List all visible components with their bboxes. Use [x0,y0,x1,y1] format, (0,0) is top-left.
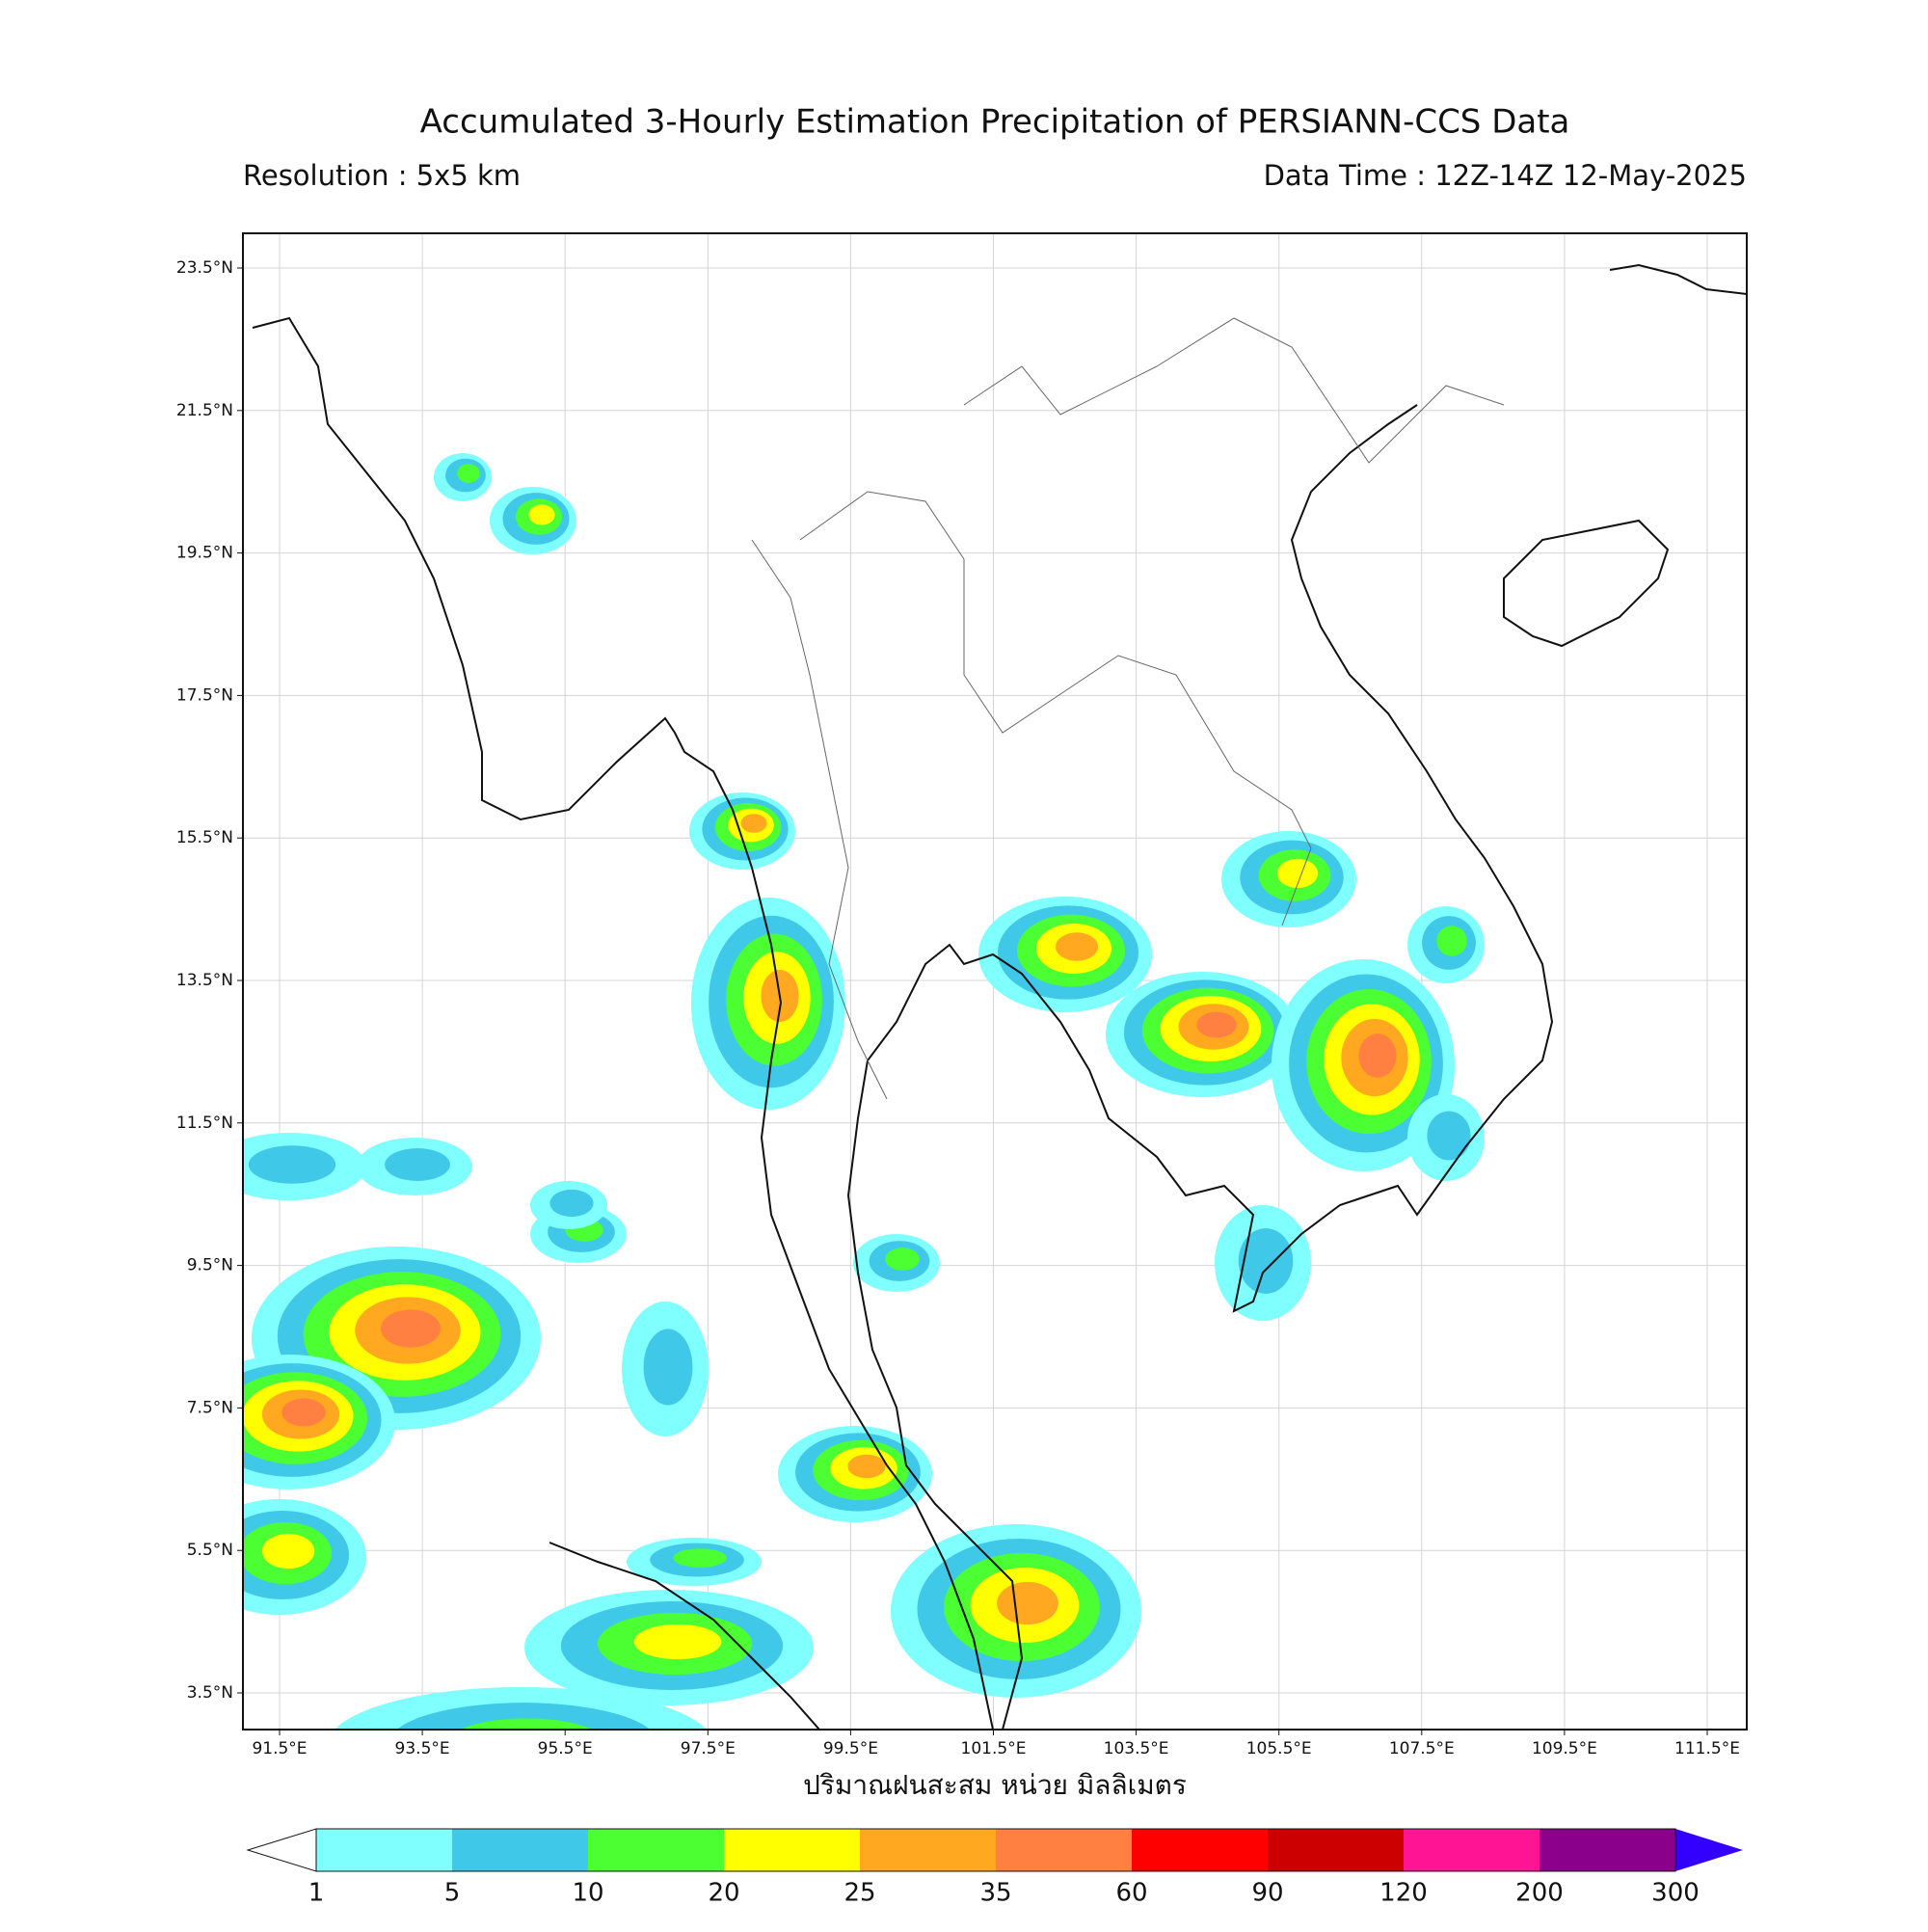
lon-tick-label: 99.5°E [823,1739,878,1758]
x-axis-label: ปริมาณฝนสะสม หน่วย มิลลิเมตร [803,1769,1187,1801]
data-time: Data Time : 12Z-14Z 12-May-2025 [1264,159,1747,192]
border [751,539,888,1100]
colorbar-label: 25 [844,1879,875,1908]
colorbar-frame [315,1828,1676,1872]
rain-cell [457,464,480,483]
colorbar-label: 35 [979,1879,1011,1908]
coastline [846,404,1554,1730]
lat-tick-label: 11.5°N [176,1114,233,1133]
rain-cell [549,1189,594,1218]
lon-tick-label: 91.5°E [252,1739,307,1758]
colorbar-box [316,1829,452,1871]
lat-tick-label: 15.5°N [176,828,233,847]
colorbar-label: 20 [708,1879,739,1908]
map-frame [242,232,1748,1731]
rain-cell [633,1623,722,1660]
rain-cell [1427,1111,1471,1161]
rain-cell [461,1718,592,1730]
colorbar-box [588,1829,724,1871]
colorbar [246,1828,1743,1872]
rain-cell [396,1703,651,1730]
rain-cell [385,1148,450,1181]
coastline [1609,263,1747,295]
coastline [1503,519,1670,648]
rain-cell [281,1398,326,1427]
lat-tick-label: 5.5°N [187,1541,233,1560]
lon-tick-label: 97.5°E [681,1739,736,1758]
rain-cell [885,1248,920,1271]
rain-cell [528,504,555,525]
rain-cell [847,1454,886,1479]
lat-tick-label: 17.5°N [176,685,233,705]
colorbar-label: 5 [444,1879,461,1908]
lat-tick-label: 13.5°N [176,971,233,990]
rain-cell [1196,1011,1237,1038]
colorbar-box [1404,1829,1540,1871]
colorbar-label: 60 [1115,1879,1147,1908]
rain-cell [643,1328,693,1406]
title: Accumulated 3-Hourly Estimation Precipit… [420,103,1570,142]
colorbar-label: 120 [1379,1879,1428,1908]
rain-cell [261,1533,315,1570]
coastline [549,1542,820,1730]
lat-tick-label: 3.5°N [187,1683,233,1703]
lon-tick-label: 105.5°E [1246,1739,1312,1758]
lat-tick-label: 7.5°N [187,1398,233,1417]
border [799,491,1312,926]
colorbar-label: 200 [1515,1879,1564,1908]
colorbar-box [1540,1829,1675,1871]
colorbar-arrow-high [1675,1829,1743,1871]
precipitation [243,453,1485,1730]
colorbar-box [724,1829,860,1871]
lon-tick-label: 95.5°E [538,1739,593,1758]
lon-tick-label: 107.5°E [1389,1739,1455,1758]
colorbar-arrow-low [246,1828,317,1872]
rain-cell [381,1309,441,1348]
rain-cell [673,1548,727,1568]
lat-tick-label: 21.5°N [176,401,233,420]
colorbar-box [1132,1829,1268,1871]
lon-tick-label: 109.5°E [1532,1739,1597,1758]
border [963,317,1505,464]
colorbar-box [860,1829,996,1871]
colorbar-box [452,1829,588,1871]
colorbar-label: 300 [1651,1879,1700,1908]
colorbar-label: 10 [572,1879,603,1908]
colorbar-box [996,1829,1132,1871]
lat-tick-label: 23.5°N [176,258,233,278]
rain-cell [1055,932,1099,961]
colorbar-box [1268,1829,1404,1871]
coastline [252,316,994,1730]
rain-cell [1238,1228,1294,1294]
rain-cell [1276,858,1319,889]
lon-tick-label: 101.5°E [961,1739,1027,1758]
lat-tick-label: 9.5°N [187,1256,233,1275]
resolution: Resolution : 5x5 km [243,159,521,192]
colorbar-label: 1 [308,1879,325,1908]
lon-tick-label: 111.5°E [1674,1739,1740,1758]
rain-cell [1358,1033,1397,1078]
rain-cell [1436,926,1467,956]
rain-cell [740,814,767,833]
lat-tick-label: 19.5°N [176,544,233,563]
coastlines [252,263,1747,1730]
colorbar-label: 90 [1251,1879,1283,1908]
rain-cell [248,1145,336,1184]
lon-tick-label: 93.5°E [395,1739,450,1758]
lon-tick-label: 103.5°E [1104,1739,1169,1758]
rain-cell [997,1581,1058,1625]
